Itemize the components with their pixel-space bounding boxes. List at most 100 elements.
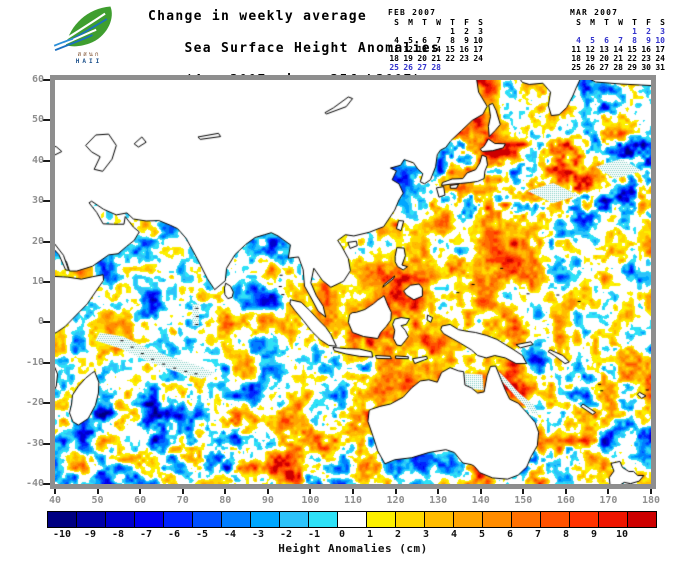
colorbar-cell bbox=[47, 511, 77, 528]
calendar-title: FEB 2007 bbox=[388, 8, 437, 17]
date-cell[interactable]: 18 bbox=[389, 54, 399, 63]
date-cell[interactable]: 23 bbox=[641, 54, 651, 63]
date-cell[interactable]: 11 bbox=[571, 45, 581, 54]
x-axis-tick-label: 80 bbox=[219, 495, 232, 506]
y-axis-tick bbox=[43, 159, 50, 162]
x-axis-tick-label: 60 bbox=[134, 495, 147, 506]
date-cell[interactable]: 11 bbox=[389, 45, 399, 54]
date-cell[interactable]: 17 bbox=[473, 45, 483, 54]
date-cell[interactable]: 24 bbox=[655, 54, 665, 63]
x-axis-tick bbox=[266, 489, 269, 494]
weekday-label: M bbox=[408, 18, 413, 27]
date-cell[interactable]: 21 bbox=[613, 54, 623, 63]
date-cell[interactable]: 7 bbox=[436, 36, 441, 45]
x-axis-tick bbox=[352, 489, 354, 494]
logo-text-thai: สสนก bbox=[77, 51, 101, 58]
date-cell[interactable]: 27 bbox=[599, 63, 609, 72]
weekday-label: F bbox=[464, 18, 469, 27]
date-cell[interactable]: 19 bbox=[403, 54, 413, 63]
date-cell[interactable]: 1 bbox=[632, 27, 637, 36]
colorbar bbox=[47, 511, 657, 528]
weekday-label: F bbox=[646, 18, 651, 27]
date-cell[interactable]: 6 bbox=[422, 36, 427, 45]
date-cell[interactable]: 12 bbox=[585, 45, 595, 54]
date-cell[interactable]: 26 bbox=[403, 63, 413, 72]
x-axis-tick bbox=[479, 489, 482, 494]
date-cell[interactable]: 14 bbox=[613, 45, 623, 54]
date-cell[interactable]: 2 bbox=[646, 27, 651, 36]
empty-date-cell bbox=[458, 63, 472, 72]
date-cell[interactable]: 30 bbox=[641, 63, 651, 72]
empty-date-cell bbox=[472, 63, 486, 72]
colorbar-tick-label: -6 bbox=[167, 529, 181, 540]
date-cell[interactable]: 9 bbox=[646, 36, 651, 45]
date-cell[interactable]: 14 bbox=[431, 45, 441, 54]
date-cell[interactable]: 15 bbox=[627, 45, 637, 54]
colorbar-tick-label: -7 bbox=[139, 529, 153, 540]
x-axis-tick bbox=[394, 489, 397, 494]
date-cell[interactable]: 28 bbox=[613, 63, 623, 72]
date-cell[interactable]: 28 bbox=[431, 63, 441, 72]
date-cell[interactable]: 6 bbox=[604, 36, 609, 45]
date-cell[interactable]: 16 bbox=[459, 45, 469, 54]
y-axis-tick-label: 10 bbox=[31, 276, 44, 287]
date-cell[interactable]: 22 bbox=[445, 54, 455, 63]
date-cell[interactable]: 20 bbox=[417, 54, 427, 63]
date-cell[interactable]: 4 bbox=[394, 36, 399, 45]
org-logo: สสนก HAII bbox=[50, 2, 128, 68]
date-cell[interactable]: 13 bbox=[599, 45, 609, 54]
date-cell[interactable]: 5 bbox=[590, 36, 595, 45]
colorbar-tick-label: -1 bbox=[307, 529, 321, 540]
date-cell[interactable]: 23 bbox=[459, 54, 469, 63]
date-cell[interactable]: 9 bbox=[464, 36, 469, 45]
date-cell[interactable]: 26 bbox=[585, 63, 595, 72]
colorbar-tick-label: 10 bbox=[615, 529, 629, 540]
y-axis-tick bbox=[43, 281, 50, 283]
x-axis-tick bbox=[564, 489, 567, 494]
date-cell[interactable]: 20 bbox=[599, 54, 609, 63]
x-axis-tick bbox=[437, 489, 440, 494]
date-cell[interactable]: 31 bbox=[655, 63, 665, 72]
date-cell[interactable]: 2 bbox=[464, 27, 469, 36]
date-cell[interactable]: 19 bbox=[585, 54, 595, 63]
calendar-week-row: 4 5 6 7 8 9 10 bbox=[570, 36, 673, 45]
date-cell[interactable]: 1 bbox=[450, 27, 455, 36]
date-cell[interactable]: 4 bbox=[576, 36, 581, 45]
date-cell[interactable]: 25 bbox=[571, 63, 581, 72]
date-cell[interactable]: 5 bbox=[408, 36, 413, 45]
colorbar-tick-label: 0 bbox=[338, 529, 346, 540]
colorbar-tick-label: -3 bbox=[251, 529, 265, 540]
date-cell[interactable]: 27 bbox=[417, 63, 427, 72]
date-cell[interactable]: 24 bbox=[473, 54, 483, 63]
weekday-label: S bbox=[660, 18, 665, 27]
date-cell[interactable]: 25 bbox=[389, 63, 399, 72]
x-axis-tick-label: 70 bbox=[176, 495, 189, 506]
x-axis-tick bbox=[650, 489, 652, 494]
date-cell[interactable]: 29 bbox=[627, 63, 637, 72]
date-cell[interactable]: 8 bbox=[450, 36, 455, 45]
date-cell[interactable]: 3 bbox=[660, 27, 665, 36]
date-cell[interactable]: 10 bbox=[655, 36, 665, 45]
x-axis-tick-label: 110 bbox=[343, 495, 363, 506]
calendar-feb: FEB 2007 S M T W T F S 1 2 3 4 5 6 7 8 9 10 11 12 13 14 15 16 17… bbox=[388, 8, 492, 72]
date-cell[interactable]: 15 bbox=[445, 45, 455, 54]
y-axis-tick bbox=[43, 402, 50, 405]
colorbar-tick-label: 3 bbox=[422, 529, 430, 540]
y-axis-tick-label: 20 bbox=[31, 235, 44, 247]
colorbar-tick-label: -4 bbox=[223, 529, 237, 540]
date-cell[interactable]: 8 bbox=[632, 36, 637, 45]
empty-date-cell bbox=[430, 27, 444, 36]
date-cell[interactable]: 10 bbox=[473, 36, 483, 45]
date-cell[interactable]: 21 bbox=[431, 54, 441, 63]
y-axis-tick bbox=[43, 200, 50, 203]
date-cell[interactable]: 13 bbox=[417, 45, 427, 54]
date-cell[interactable]: 17 bbox=[655, 45, 665, 54]
date-cell[interactable]: 16 bbox=[641, 45, 651, 54]
weekday-label: M bbox=[590, 18, 595, 27]
date-cell[interactable]: 3 bbox=[478, 27, 483, 36]
colorbar-tick-label: -8 bbox=[111, 529, 125, 540]
date-cell[interactable]: 12 bbox=[403, 45, 413, 54]
date-cell[interactable]: 22 bbox=[627, 54, 637, 63]
date-cell[interactable]: 18 bbox=[571, 54, 581, 63]
date-cell[interactable]: 7 bbox=[618, 36, 623, 45]
